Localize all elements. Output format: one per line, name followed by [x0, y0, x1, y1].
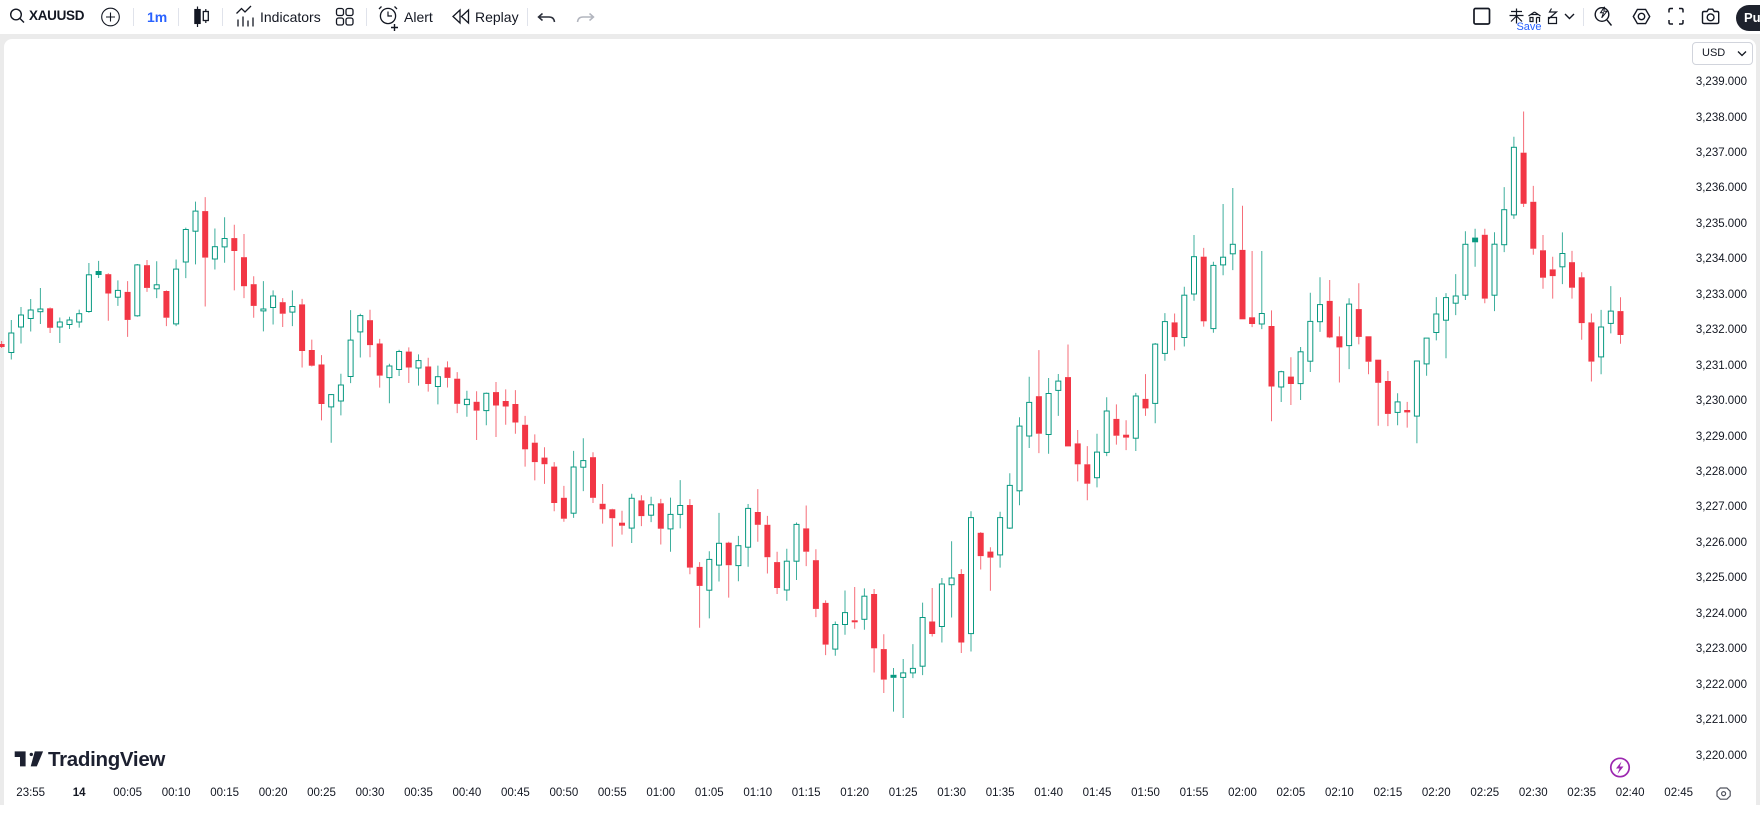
- svg-text:TradingView: TradingView: [48, 748, 165, 771]
